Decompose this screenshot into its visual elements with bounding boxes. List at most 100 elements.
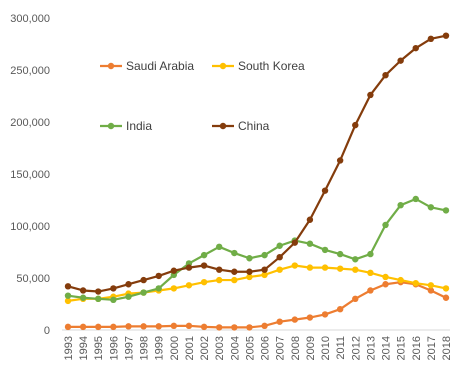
legend-entry: South Korea [212, 59, 305, 73]
x-tick-label: 2017 [426, 336, 438, 360]
data-point [367, 250, 374, 258]
legend-label: South Korea [238, 59, 305, 73]
x-tick-label: 2012 [350, 336, 362, 360]
data-point [352, 256, 359, 263]
data-point [79, 294, 87, 301]
legend-entry: India [100, 119, 152, 133]
data-point [321, 264, 329, 271]
data-point [442, 294, 450, 301]
x-tick-label: 2006 [260, 336, 272, 360]
x-tick-label: 2010 [320, 336, 332, 360]
x-tick-label: 2018 [441, 336, 453, 360]
data-point [95, 288, 102, 295]
x-tick-label: 2007 [275, 336, 287, 360]
data-point [427, 35, 435, 42]
data-point [261, 251, 268, 259]
data-point [125, 281, 132, 288]
data-point [185, 282, 193, 289]
x-tick-label: 1995 [93, 336, 105, 360]
data-point [382, 273, 389, 281]
x-tick-label: 2003 [214, 336, 226, 360]
data-point [352, 266, 359, 273]
x-tick-label: 2005 [244, 336, 256, 360]
data-point [397, 202, 404, 209]
data-point [200, 323, 208, 331]
x-tick-label: 1997 [123, 336, 135, 360]
x-tick-label: 2015 [396, 336, 408, 360]
data-point [412, 280, 419, 287]
legend-swatch-marker [107, 62, 115, 70]
data-point [412, 195, 419, 203]
data-point [64, 323, 72, 331]
data-point [231, 249, 238, 257]
data-point [216, 276, 223, 284]
series-layer [64, 32, 450, 331]
data-point [382, 281, 389, 288]
data-point [140, 276, 147, 284]
data-point [367, 287, 374, 294]
data-point [110, 296, 117, 304]
data-point [306, 264, 314, 271]
data-point [276, 254, 283, 261]
x-tick-label: 2001 [184, 336, 196, 360]
data-point [261, 271, 268, 279]
data-point [64, 297, 72, 305]
data-point [367, 269, 374, 276]
data-point [276, 266, 283, 273]
data-point [397, 57, 404, 64]
legend-entry: China [212, 119, 270, 133]
x-axis: 1993 1994 1995 1996 1997 1998 1999 2000 2001 2002… [62, 329, 453, 360]
data-point [185, 264, 193, 271]
data-point [125, 293, 132, 300]
data-point [64, 283, 72, 290]
x-tick-label: 2016 [411, 336, 423, 360]
data-point [170, 285, 178, 292]
data-point [64, 292, 72, 299]
data-point [155, 323, 162, 330]
y-tick-label: 0 [44, 325, 50, 337]
data-point [125, 323, 132, 330]
legend-label: India [126, 119, 152, 133]
legend-label: China [238, 119, 270, 133]
data-point [155, 272, 162, 280]
data-point [336, 250, 344, 258]
data-point [140, 323, 147, 330]
y-tick-label: 250,000 [10, 65, 50, 77]
data-point [95, 295, 102, 302]
data-point [140, 289, 147, 296]
data-point [291, 262, 298, 269]
data-point [276, 242, 283, 249]
legend-swatch-marker [219, 122, 227, 130]
data-point [200, 262, 208, 269]
x-tick-label: 2014 [381, 336, 393, 360]
data-point [200, 278, 208, 286]
data-point [427, 204, 435, 211]
data-point [336, 265, 344, 272]
x-tick-label: 2013 [365, 336, 377, 360]
data-point [352, 121, 359, 129]
data-point [321, 187, 329, 194]
x-tick-label: 2004 [229, 336, 241, 360]
data-point [397, 276, 404, 284]
x-tick-label: 1998 [139, 336, 151, 360]
data-point [261, 322, 268, 330]
data-point [185, 322, 193, 330]
x-tick-label: 2009 [305, 336, 317, 360]
x-tick-label: 1994 [78, 336, 90, 360]
data-point [321, 246, 329, 254]
data-point [95, 323, 102, 331]
data-point [427, 282, 435, 289]
y-axis: 0 50,000 100,000 150,000 200,000 250,000 300,0… [10, 13, 50, 337]
data-point [231, 276, 238, 284]
data-point [79, 287, 87, 294]
legend: Saudi Arabia South Korea India China [100, 59, 305, 133]
y-tick-label: 50,000 [16, 273, 50, 285]
data-point [442, 285, 450, 292]
data-point [170, 322, 178, 330]
legend-entry: Saudi Arabia [100, 59, 194, 73]
data-point [231, 324, 238, 331]
data-point [291, 316, 298, 323]
x-tick-label: 2008 [290, 336, 302, 360]
data-point [306, 216, 314, 223]
data-point [412, 44, 419, 52]
